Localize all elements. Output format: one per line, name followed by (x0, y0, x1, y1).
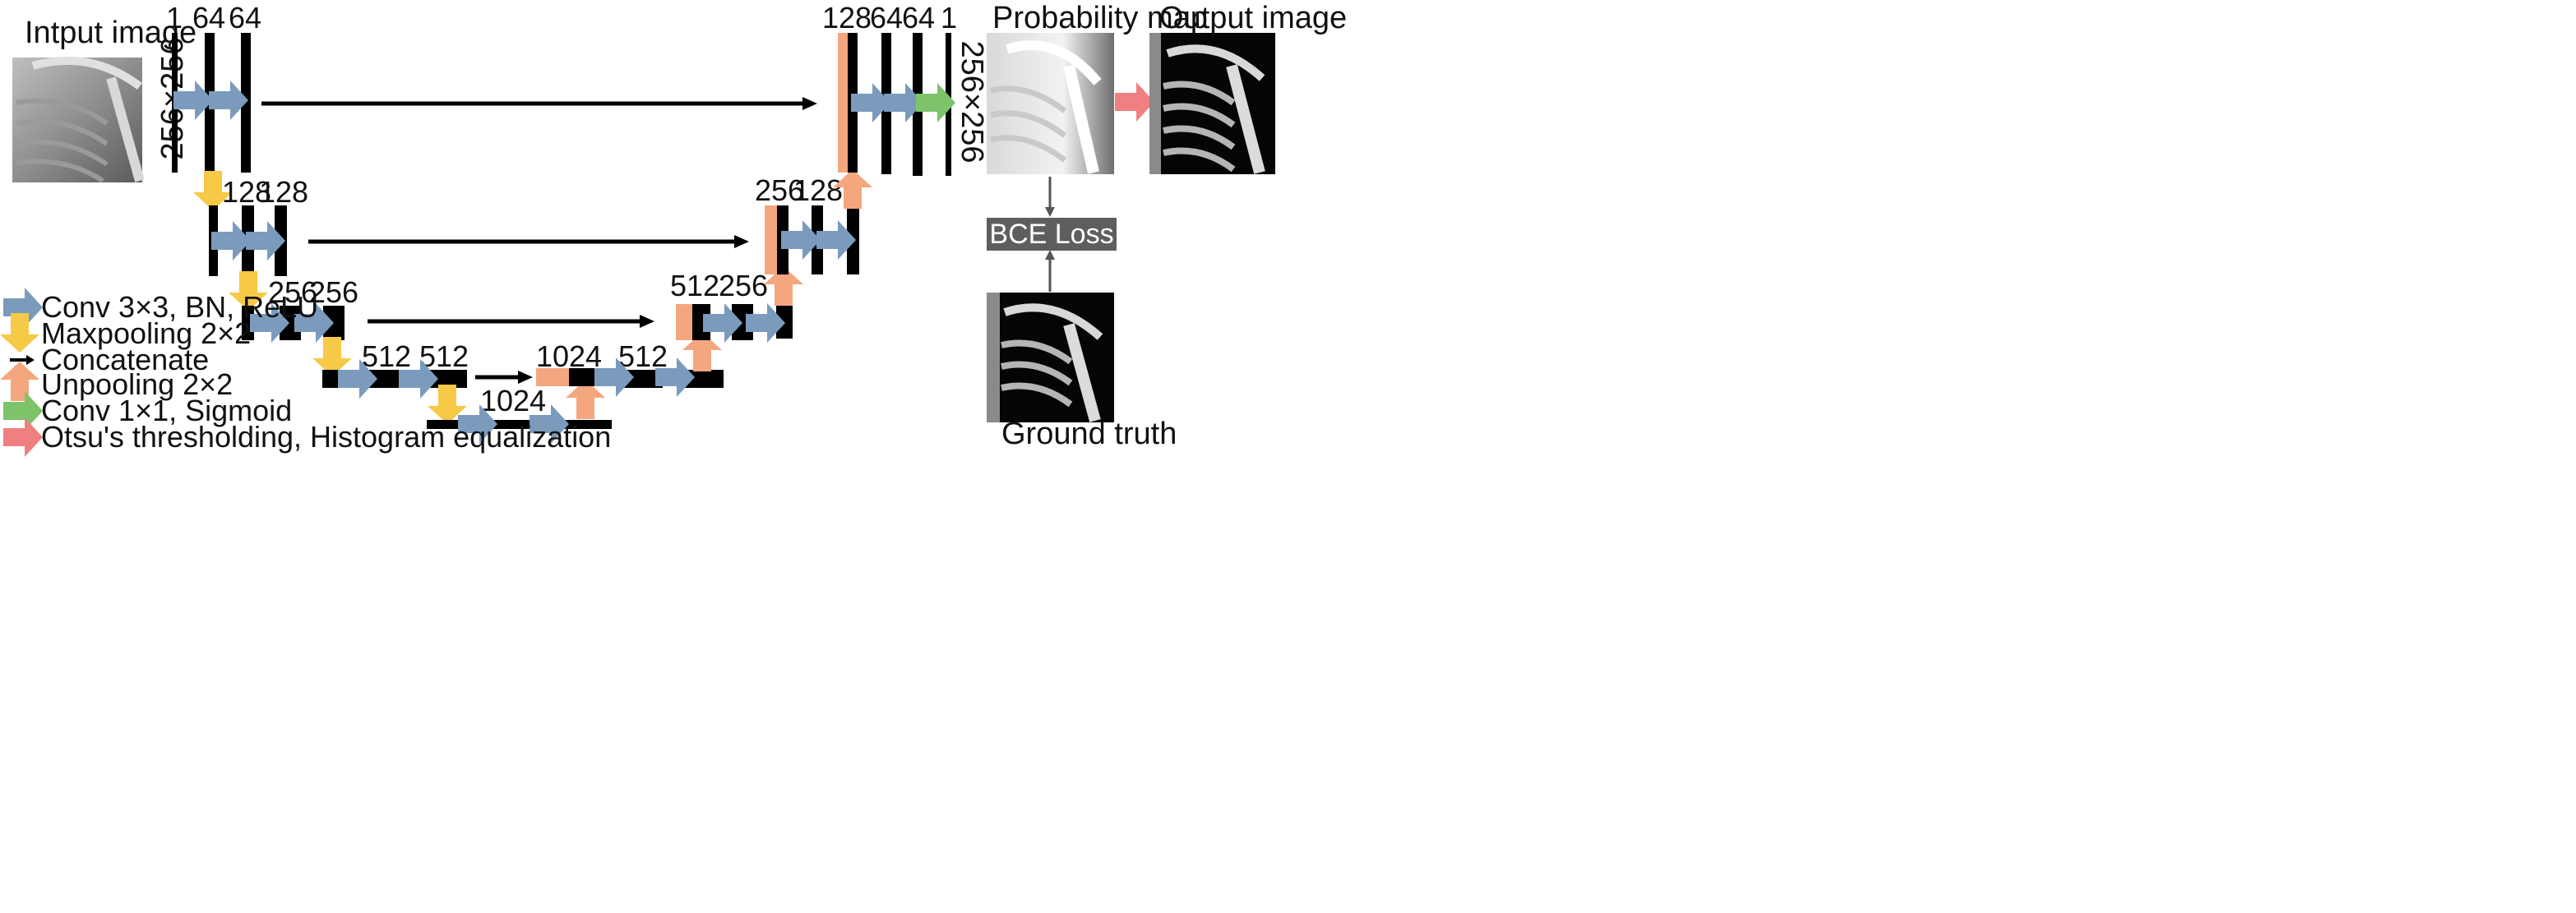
channel-label: 256 (755, 173, 804, 207)
channel-label: 128 (793, 173, 843, 207)
channel-label: 64 (229, 1, 261, 35)
channel-label: 1024 (480, 384, 546, 417)
legend-label: Conv 1×1, Sigmoid (41, 394, 292, 427)
legend-label: Conv 3×3, BN, ReLU (41, 290, 318, 324)
otsu-arrow-icon (3, 417, 43, 457)
concat-arrowhead (26, 355, 35, 365)
ground-truth-image (987, 293, 1114, 422)
channel-label: 256 (719, 269, 768, 302)
legend-label: Maxpooling 2×2 (41, 316, 251, 350)
channel-label: 512 (362, 339, 411, 373)
channel-label: 128 (259, 175, 308, 209)
copied-block (838, 33, 848, 173)
probability-map-label: Probability map (992, 1, 1208, 35)
bce-loss-box (987, 218, 1117, 251)
up-arrow-icon (1045, 250, 1055, 260)
feature-block (776, 304, 793, 339)
channel-label: 512 (618, 339, 668, 373)
channel-label: 1024 (536, 339, 602, 373)
otsu-arrow-icon (1115, 82, 1154, 122)
channel-label: 256 (268, 275, 317, 309)
channel-label: 64 (192, 1, 225, 35)
unpool-arrow-icon (0, 362, 39, 401)
channel-label: 64 (902, 1, 935, 35)
probability-map-image (987, 33, 1114, 174)
feature-block (623, 370, 663, 388)
channel-label: 512 (670, 269, 719, 302)
channel-label: 256 (309, 275, 358, 309)
legend-label: Otsu's thresholding, Histogram equalizat… (41, 420, 611, 454)
bce-loss-label: BCE Loss (989, 219, 1113, 250)
maxpool-arrow-icon (0, 313, 39, 353)
input-image-label: Intput image (25, 16, 197, 50)
feature-block (487, 420, 539, 429)
output-image (1149, 33, 1275, 174)
concat-arrow-icon (802, 97, 817, 110)
channel-label: 64 (870, 1, 903, 35)
concat-arrow-icon (734, 235, 749, 248)
copied-block (676, 304, 692, 340)
feature-block (428, 370, 467, 388)
legend: Conv 3×3, BN, ReLU Maxpooling 2×2 Concat… (0, 288, 611, 457)
copied-block (536, 368, 569, 386)
feature-block (368, 370, 407, 388)
ground-truth-label: Ground truth (1001, 417, 1177, 451)
down-arrow-icon (1045, 207, 1055, 217)
channel-label: 128 (822, 1, 872, 35)
feature-block (569, 368, 602, 386)
right-dim-label: 256×256 (955, 41, 989, 164)
channel-label: 128 (222, 175, 271, 209)
output-image-label: Output image (1159, 1, 1347, 35)
feature-block (427, 420, 466, 429)
concat-arrow-icon (640, 315, 654, 328)
legend-label: Unpooling 2×2 (41, 367, 233, 401)
concat-arrow-icon (518, 371, 533, 384)
channel-label: 1 (941, 1, 957, 35)
channel-label: 1 (166, 1, 183, 35)
input-xray-image (12, 56, 145, 183)
feature-block (684, 370, 724, 388)
legend-label: Concatenate (41, 343, 209, 376)
copied-block (765, 205, 777, 274)
feature-block (559, 420, 612, 429)
